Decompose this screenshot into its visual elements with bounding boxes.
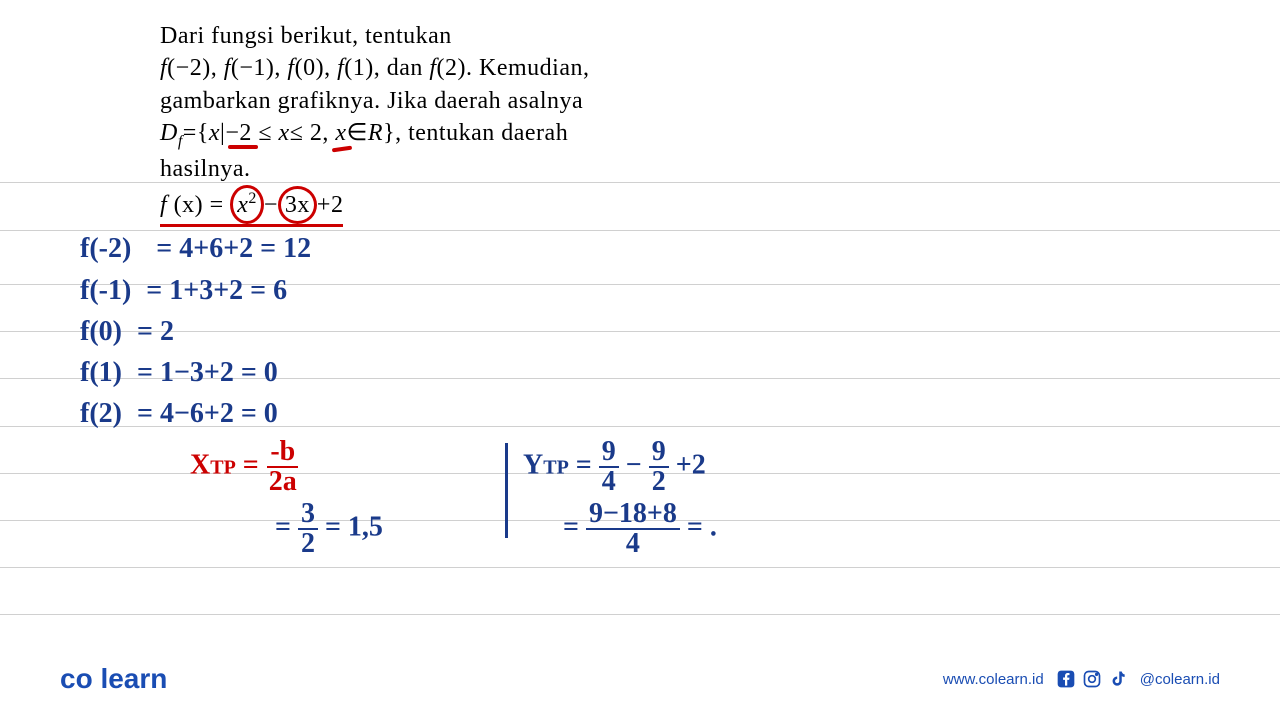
content-area: Dari fungsi berikut, tentukan f(−2), f(−…	[80, 20, 1200, 558]
instagram-icon	[1082, 669, 1102, 689]
problem-line-1: Dari fungsi berikut, tentukan	[160, 20, 1200, 52]
footer: co learn www.colearn.id @colearn.id	[0, 663, 1280, 695]
red-underline-mark-1	[228, 145, 258, 149]
calc-f-1: f(1) = 1−3+2 = 0	[80, 353, 1200, 392]
tiktok-icon	[1108, 669, 1128, 689]
problem-formula: f (x) = x2−3x+2	[160, 185, 1200, 227]
footer-handle: @colearn.id	[1140, 671, 1220, 688]
problem-line-5: hasilnya.	[160, 153, 1200, 185]
calc-f-0: f(0) = 2	[80, 312, 1200, 351]
footer-right: www.colearn.id @colearn.id	[943, 669, 1220, 689]
xtp-calc: XTP = -b 2a = 3 2 = 1,5	[190, 438, 490, 558]
social-icons	[1056, 669, 1128, 689]
calc-f-neg2: f(-2) = 4+6+2 = 12	[80, 229, 1200, 268]
vertex-section: XTP = -b 2a = 3 2 = 1,5 YTP = 9	[190, 438, 1200, 558]
facebook-icon	[1056, 669, 1076, 689]
problem-line-4: Df={x|−2 ≤ x≤ 2, x∈R}, tentukan daerah	[160, 117, 1200, 152]
brand-logo: co learn	[60, 663, 167, 695]
problem-text: Dari fungsi berikut, tentukan f(−2), f(−…	[160, 20, 1200, 227]
calc-f-2: f(2) = 4−6+2 = 0	[80, 394, 1200, 433]
problem-line-2: f(−2), f(−1), f(0), f(1), dan f(2). Kemu…	[160, 52, 1200, 84]
problem-line-3: gambarkan grafiknya. Jika daerah asalnya	[160, 85, 1200, 117]
footer-url: www.colearn.id	[943, 671, 1044, 688]
red-underline-mark-2	[332, 146, 352, 153]
ytp-calc: YTP = 9 4 − 9 2 +2 = 9−18+8 4 = .	[523, 438, 717, 558]
vertical-divider	[505, 443, 508, 538]
calc-f-neg1: f(-1) = 1+3+2 = 6	[80, 271, 1200, 310]
